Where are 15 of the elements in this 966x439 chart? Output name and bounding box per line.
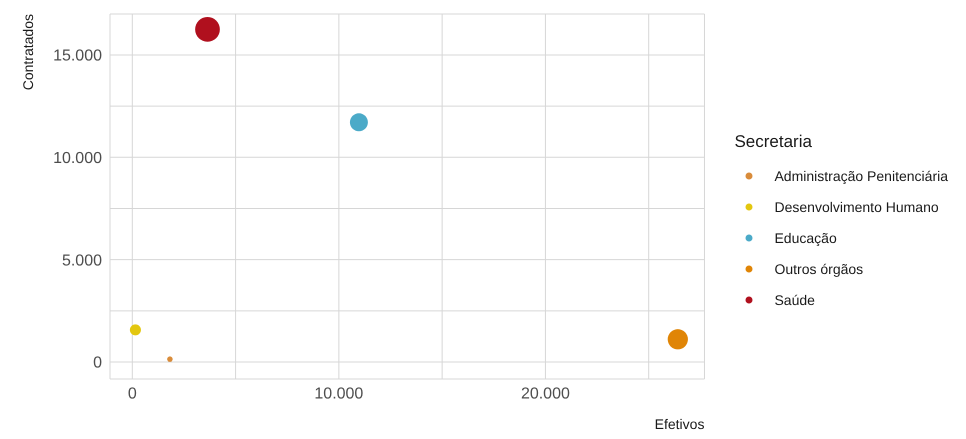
legend-title: Secretaria bbox=[734, 132, 813, 152]
x-tick-label: 0 bbox=[128, 385, 137, 402]
legend-label: Outros órgãos bbox=[774, 260, 864, 276]
x-tick-label: 20.000 bbox=[520, 385, 570, 402]
y-axis-title: Contratados bbox=[20, 14, 36, 90]
legend-label: Saúde bbox=[774, 292, 815, 308]
y-tick-label: 15.000 bbox=[53, 48, 102, 65]
x-tick-label: 10.000 bbox=[314, 385, 364, 402]
legend-label: Desenvolvimento Humano bbox=[774, 198, 939, 214]
x-axis-title: Efetivos bbox=[654, 416, 704, 432]
y-tick-label: 0 bbox=[93, 354, 102, 372]
y-tick-label: 10.000 bbox=[53, 150, 102, 167]
legend-label: Administração Penitenciária bbox=[774, 168, 948, 184]
y-tick-label: 5.000 bbox=[62, 252, 102, 270]
legend-label: Educação bbox=[774, 230, 837, 246]
